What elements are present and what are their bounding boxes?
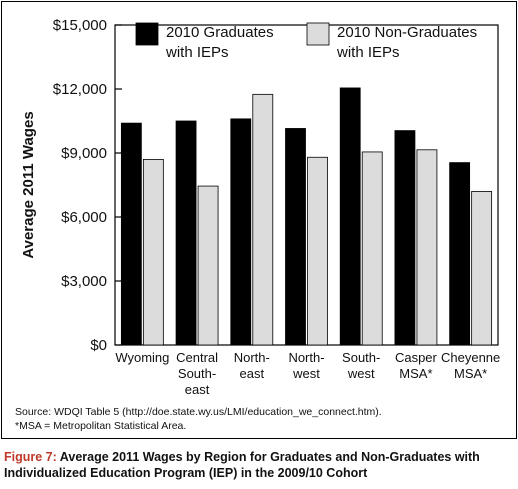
y-tick-label: $15,000	[53, 17, 107, 34]
y-axis-label: Average 2011 Wages	[20, 111, 37, 258]
bar-graduates	[449, 162, 471, 346]
bar-non-graduates	[361, 151, 383, 346]
x-tick-label: North-	[234, 350, 270, 365]
x-tick-label: Casper	[395, 350, 438, 365]
x-tick-label: MSA*	[399, 366, 432, 381]
x-tick-label: Wyoming	[115, 350, 169, 365]
msa-footnote: *MSA = Metropolitan Statistical Area.	[15, 420, 187, 432]
legend-label: 2010 Non-Graduates	[337, 24, 477, 41]
x-tick-label: east	[185, 382, 210, 397]
x-tick-label: west	[347, 366, 375, 381]
legend-swatch	[306, 22, 330, 46]
bar-non-graduates	[471, 190, 493, 346]
bar-chart: $0 $3,000 $6,000 $9,000 $12,000 $15,000 Averag…	[20, 17, 500, 397]
y-tick-label: $12,000	[53, 81, 107, 98]
x-tick-label: east	[239, 366, 264, 381]
bar-graduates	[230, 118, 252, 346]
figure-frame: $0 $3,000 $6,000 $9,000 $12,000 $15,000 Averag…	[1, 1, 517, 439]
legend-label: 2010 Graduates	[166, 24, 274, 41]
legend-label: with IEPs	[336, 44, 400, 61]
figure-label: Figure 7:	[4, 450, 57, 464]
plot-area-frame	[114, 24, 499, 346]
source-note: Source: WDQI Table 5 (http://doe.state.w…	[15, 406, 382, 418]
y-tick-label: $9,000	[61, 145, 107, 162]
bar-graduates	[339, 87, 361, 346]
x-tick-label: west	[292, 366, 320, 381]
x-tick-label: MSA*	[454, 366, 487, 381]
bar-graduates	[285, 128, 306, 346]
bar-non-graduates	[142, 158, 164, 346]
bar-graduates	[175, 120, 197, 346]
x-tick-label: South-	[342, 350, 380, 365]
y-tick-label: $0	[90, 337, 107, 354]
caption-text: Average 2011 Wages by Region for Graduat…	[4, 450, 480, 480]
legend-swatch	[135, 22, 159, 46]
bar-non-graduates	[252, 93, 274, 346]
legend-label: with IEPs	[165, 44, 229, 61]
x-tick-label: North-	[288, 350, 324, 365]
x-tick-label: Central	[176, 350, 218, 365]
y-tick-label: $3,000	[61, 273, 107, 290]
bar-non-graduates	[416, 149, 438, 346]
bar-graduates	[394, 130, 416, 346]
bar-graduates	[120, 122, 142, 346]
bar-non-graduates	[307, 156, 328, 346]
bar-non-graduates	[197, 185, 219, 346]
x-tick-label: South-	[178, 366, 216, 381]
y-tick-label: $6,000	[61, 209, 107, 226]
x-tick-label: Cheyenne	[441, 350, 500, 365]
figure-caption: Figure 7: Average 2011 Wages by Region f…	[4, 449, 516, 481]
